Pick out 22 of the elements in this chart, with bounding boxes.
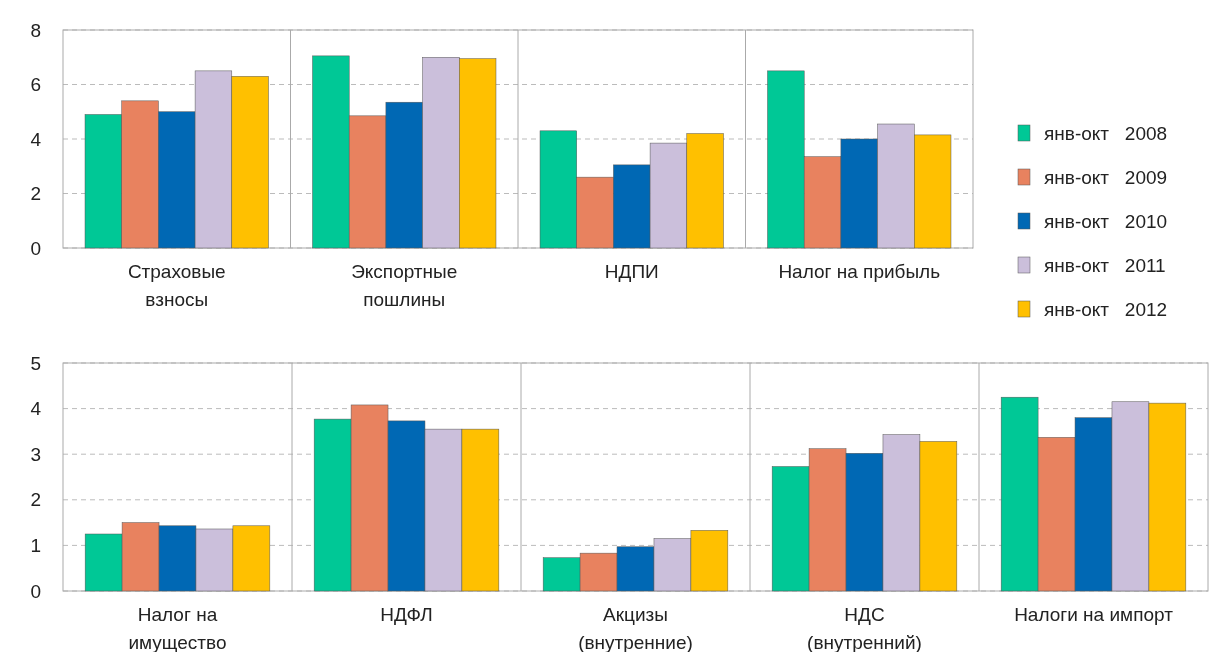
y-tick-label: 0 [30,237,41,259]
x-tick-label: Экспортные пошлины [351,261,458,310]
y-tick-label: 3 [30,443,41,465]
y-tick-label: 8 [30,19,41,41]
x-tick-label: НДПИ [604,261,659,282]
y-tick-label: 4 [30,398,42,420]
x-tick-label: Налоги на импорт [1014,604,1174,625]
y-tick-label: 2 [30,489,41,511]
legend-label: янв-окт 2012 [1044,298,1168,320]
legend-label: янв-окт 2008 [1044,122,1168,144]
x-tick-label: Страховые взносы [127,261,226,310]
y-tick-label: 1 [30,535,41,557]
legend-label: янв-окт 2010 [1044,210,1168,232]
y-tick-label: 4 [30,128,42,150]
legend-label: янв-окт 2011 [1044,254,1166,276]
y-tick-label: 0 [30,580,41,602]
x-tick-label: Налог на прибыль [778,261,941,282]
y-tick-label: 2 [30,183,41,205]
x-tick-label: НДФЛ [380,604,433,625]
legend-label: янв-окт 2009 [1044,166,1168,188]
y-tick-label: 6 [30,74,41,96]
y-tick-label: 5 [30,352,41,374]
